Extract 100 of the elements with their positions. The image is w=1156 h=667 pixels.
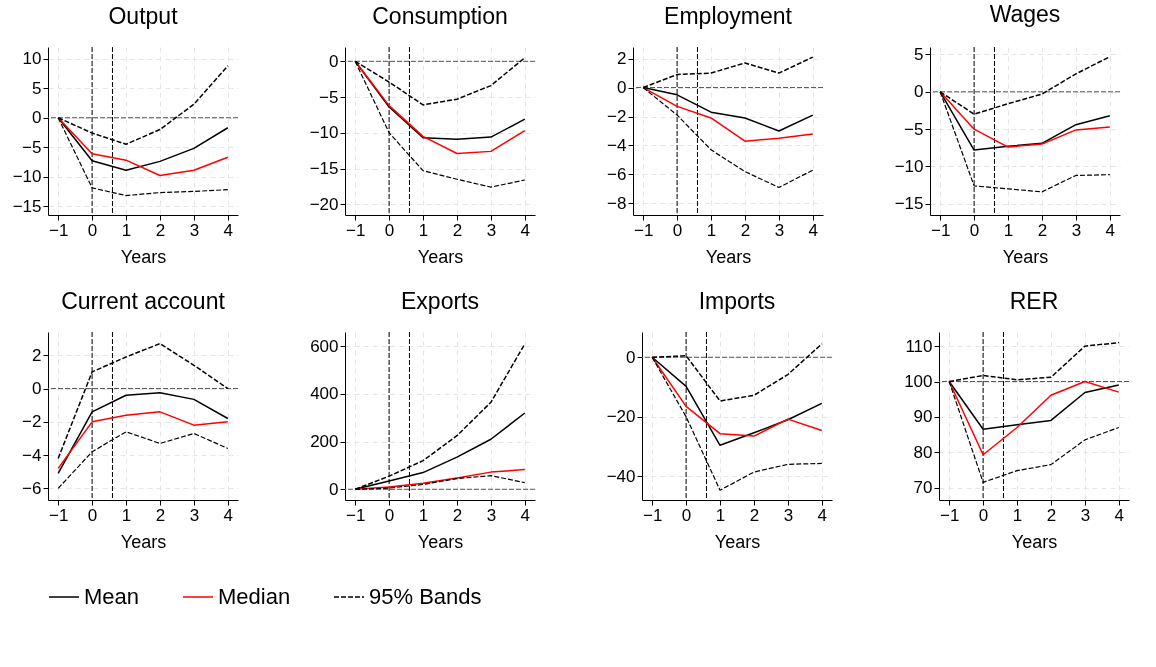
y-tick-label: −2	[22, 412, 42, 432]
x-tick-label: 3	[486, 220, 497, 240]
x-tick-label: 4	[808, 220, 819, 240]
x-tick-label: 2	[1037, 220, 1048, 240]
chart-title: Current account	[61, 287, 226, 314]
y-tick-label: 0	[617, 78, 627, 98]
chart-title: Employment	[664, 2, 793, 29]
x-tick-label: 1	[1003, 220, 1014, 240]
x-tick-label: 0	[87, 505, 98, 525]
x-tick-label: 2	[452, 220, 463, 240]
x-tick-label: 2	[452, 505, 463, 525]
y-tick-label: −5	[319, 87, 339, 107]
x-tick-label: 2	[740, 220, 751, 240]
x-tick-label: −1	[345, 505, 366, 525]
y-tick-label: −4	[22, 445, 42, 465]
x-tick-label: 0	[384, 220, 395, 240]
x-tick-label: 2	[1046, 505, 1057, 525]
x-axis-title: Years	[714, 531, 761, 552]
x-tick-label: 3	[189, 505, 200, 525]
y-tick-label: −4	[607, 135, 627, 155]
legend-label: Mean	[84, 584, 140, 609]
y-tick-label: 600	[310, 336, 339, 356]
y-tick-label: −15	[894, 194, 924, 214]
x-axis-title: Years	[417, 246, 464, 267]
y-tick-label: 2	[617, 49, 627, 69]
chart-title: Exports	[401, 287, 479, 314]
x-tick-label: 4	[520, 220, 531, 240]
y-tick-label: 400	[310, 384, 339, 404]
y-tick-label: −6	[22, 478, 42, 498]
y-tick-label: −10	[12, 167, 42, 187]
y-tick-label: 0	[914, 82, 924, 102]
x-tick-label: −1	[48, 505, 69, 525]
y-tick-label: −15	[309, 159, 339, 179]
x-tick-label: 0	[969, 220, 980, 240]
chart-title: Output	[108, 2, 179, 29]
chart-title: Imports	[698, 287, 776, 314]
y-tick-label: 100	[904, 372, 933, 392]
y-tick-label: 10	[22, 49, 42, 69]
x-tick-label: 1	[715, 505, 726, 525]
x-axis-title: Years	[1002, 246, 1049, 267]
line-series	[642, 86, 814, 142]
legend-label: 95% Bands	[369, 584, 482, 609]
chart-title: RER	[1009, 287, 1059, 314]
chart-title: Wages	[989, 1, 1061, 28]
x-axis-title: Years	[1011, 531, 1058, 552]
x-axis-title: Years	[120, 531, 167, 552]
y-tick-label: 110	[905, 336, 933, 356]
x-axis-title: Years	[705, 246, 752, 267]
x-tick-label: 3	[783, 505, 794, 525]
x-tick-label: 1	[418, 505, 429, 525]
y-tick-label: −5	[904, 119, 924, 139]
y-tick-label: −10	[309, 123, 339, 143]
y-tick-label: 200	[310, 432, 339, 452]
x-tick-label: 4	[1105, 220, 1116, 240]
y-tick-label: 80	[913, 442, 933, 462]
x-tick-label: 4	[223, 505, 234, 525]
x-axis-title: Years	[120, 246, 167, 267]
x-tick-label: 0	[681, 505, 692, 525]
y-tick-label: −20	[309, 194, 339, 214]
x-tick-label: −1	[642, 505, 663, 525]
x-tick-label: 3	[486, 505, 497, 525]
y-tick-label: 2	[32, 345, 42, 365]
x-tick-label: 2	[155, 220, 166, 240]
y-tick-label: 0	[32, 379, 42, 399]
legend-label: Median	[218, 584, 291, 609]
chart-title: Consumption	[372, 2, 508, 29]
x-tick-label: 0	[978, 505, 989, 525]
y-tick-label: −5	[22, 137, 42, 157]
x-tick-label: 1	[418, 220, 429, 240]
y-tick-label: 0	[32, 108, 42, 128]
x-tick-label: 3	[774, 220, 785, 240]
x-tick-label: 0	[672, 220, 683, 240]
x-tick-label: −1	[633, 220, 654, 240]
x-tick-label: 3	[1080, 505, 1091, 525]
y-tick-label: −2	[607, 107, 627, 127]
x-tick-label: 1	[121, 220, 132, 240]
x-tick-label: −1	[930, 220, 951, 240]
x-tick-label: −1	[939, 505, 960, 525]
y-tick-label: 90	[913, 407, 933, 427]
x-tick-label: 4	[817, 505, 828, 525]
y-tick-label: −6	[607, 164, 627, 184]
y-tick-label: 0	[329, 479, 339, 499]
x-tick-label: 3	[1071, 220, 1082, 240]
x-tick-label: 1	[121, 505, 132, 525]
x-tick-label: 4	[223, 220, 234, 240]
y-tick-label: −15	[12, 196, 42, 216]
y-tick-label: 0	[626, 347, 636, 367]
y-tick-label: −8	[607, 193, 627, 213]
x-tick-label: 0	[384, 505, 395, 525]
line-series	[948, 380, 1120, 456]
y-tick-label: −10	[894, 156, 924, 176]
y-tick-label: 70	[913, 478, 933, 498]
x-tick-label: 1	[1012, 505, 1023, 525]
y-tick-label: 0	[329, 51, 339, 71]
x-tick-label: 4	[1114, 505, 1125, 525]
line-series	[57, 411, 229, 470]
y-tick-label: 5	[914, 44, 924, 64]
y-tick-label: −20	[606, 407, 636, 427]
y-tick-label: 5	[32, 78, 42, 98]
x-tick-label: 2	[155, 505, 166, 525]
